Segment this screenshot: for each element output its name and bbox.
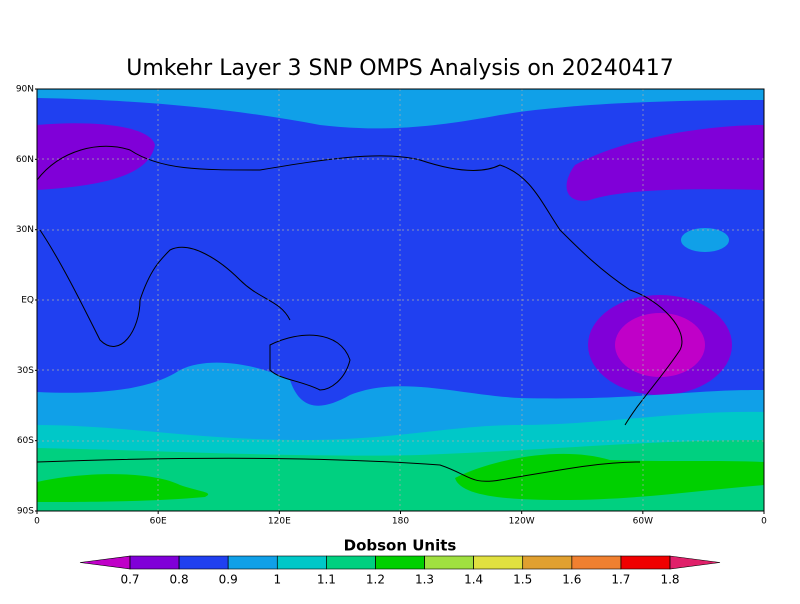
colorbar-arrow-high: [669, 555, 721, 570]
lat-tick-label: 30N: [16, 225, 34, 235]
colorbar-tick-label: 0.8: [170, 573, 189, 587]
colorbar-box: [129, 555, 180, 570]
colorbar-box: [326, 555, 376, 570]
lat-tick-label: 90N: [16, 85, 34, 95]
colorbar-tick-label: 1: [273, 573, 281, 587]
colorbar-tick-label: 1.3: [415, 573, 434, 587]
lon-tick-label: 60W: [633, 517, 653, 527]
lon-tick-label: 0: [761, 517, 767, 527]
lat-tick-label: 60N: [16, 155, 34, 165]
colorbar-box: [375, 555, 425, 570]
field-purple-atlantic: [566, 125, 764, 201]
colorbar-box: [178, 555, 229, 570]
colorbar-tick-label: 1.1: [317, 573, 336, 587]
lat-tick-label: 90S: [17, 507, 34, 517]
coast-australia: [269, 334, 351, 391]
field-magenta-samerica: [615, 313, 705, 377]
colorbar-tick-label: 1.2: [366, 573, 385, 587]
colorbar-arrow-low: [79, 555, 131, 570]
colorbar-tick-label: 1.7: [611, 573, 630, 587]
colorbar-box: [276, 555, 327, 570]
colorbar-tick-label: 1.4: [464, 573, 483, 587]
lon-tick-label: 180: [392, 517, 409, 527]
field-atlantic-spot: [681, 228, 729, 252]
coastlines: [36, 145, 683, 482]
colorbar-box: [620, 555, 671, 570]
lat-tick-label: 30S: [17, 366, 34, 376]
coast-africa-asia: [39, 229, 291, 347]
colorbar-box: [571, 555, 622, 570]
colorbar-tick-label: 1.5: [513, 573, 532, 587]
lat-tick-label: EQ: [21, 296, 34, 306]
colorbar-tick-label: 1.8: [660, 573, 679, 587]
colorbar-box: [227, 555, 278, 570]
lon-tick-label: 120W: [509, 517, 535, 527]
coast-main: [36, 145, 683, 426]
colorbar-label: Dobson Units: [344, 537, 457, 555]
lon-tick-label: 0: [34, 517, 40, 527]
lon-tick-label: 120E: [268, 517, 291, 527]
lat-tick-label: 60S: [17, 436, 34, 446]
colorbar-tick-label: 0.9: [219, 573, 238, 587]
colorbar-tick-label: 1.6: [562, 573, 581, 587]
title: Umkehr Layer 3 SNP OMPS Analysis on 2024…: [126, 56, 674, 81]
colorbar-box: [522, 555, 573, 570]
map: [36, 88, 765, 512]
lon-tick-label: 60E: [150, 517, 167, 527]
field-green-west: [37, 474, 209, 502]
field-north-band: [37, 89, 764, 129]
field-purple-europe: [37, 123, 155, 190]
coast-antarctica: [36, 457, 641, 482]
colorbar-box: [473, 555, 524, 570]
colorbar-tick-label: 0.7: [120, 573, 139, 587]
field-green-east: [455, 453, 764, 500]
grid: [37, 89, 764, 511]
colorbar-box: [424, 555, 474, 570]
